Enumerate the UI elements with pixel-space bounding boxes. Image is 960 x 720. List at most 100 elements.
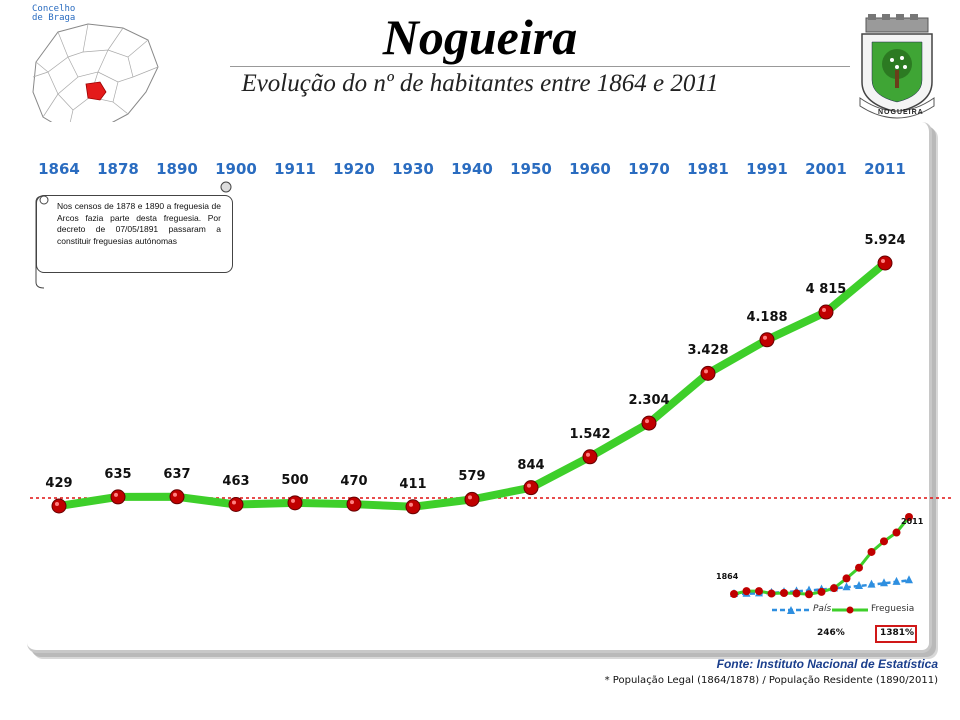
inset-freguesia-point-1970	[855, 563, 863, 572]
x-tick-label-1878: 1878	[97, 160, 139, 178]
concelho-label-line1: Concelho	[32, 4, 76, 14]
data-label-1940: 579	[458, 469, 486, 485]
inset-pais-point-1991	[880, 578, 888, 587]
inset-freguesia-point-1930	[805, 590, 813, 599]
inset-freguesia-point-2001	[892, 528, 901, 537]
data-label-1991: 4.188	[746, 309, 788, 325]
source-label: Fonte: Instituto Nacional de Estatística	[716, 657, 938, 671]
data-point-highlight-2011	[881, 259, 885, 263]
braga-municipality-map	[32, 23, 159, 133]
data-point-1950	[523, 480, 539, 496]
x-tick-label-1970: 1970	[628, 160, 670, 178]
x-tick-label-1920: 1920	[333, 160, 375, 178]
data-point-highlight-1920	[350, 500, 354, 505]
inset-pais-point-2011	[905, 575, 913, 584]
concelho-label-line2: de Braga	[32, 13, 76, 23]
x-tick-label-1890: 1890	[156, 160, 198, 178]
data-point-highlight-1970	[645, 419, 649, 424]
pais-change-label: 246%	[817, 628, 845, 638]
data-point-2001	[818, 304, 834, 320]
inset-freguesia-point-1981	[867, 547, 876, 556]
inset-freguesia-point-1890	[755, 587, 763, 596]
inset-pais-point-1960	[842, 582, 851, 591]
note-box	[36, 195, 233, 273]
scroll-top-curl-icon	[220, 181, 232, 193]
x-tick-label-1991: 1991	[746, 160, 788, 178]
data-label-1911: 500	[281, 472, 309, 488]
pais-series-line	[733, 579, 910, 596]
x-tick-label-2001: 2001	[805, 160, 847, 178]
inset-freguesia-point-1911	[780, 589, 788, 598]
data-label-2011: 5.924	[864, 233, 906, 248]
coat-of-arms-label: NOGUEIRA	[878, 109, 924, 116]
concelho-label: Concelho de Braga	[32, 5, 75, 23]
page-subtitle: Evolução do nº de habitantes entre 1864 …	[241, 70, 719, 97]
data-label-1878: 635	[104, 466, 132, 482]
data-point-highlight-1950	[527, 483, 531, 488]
x-tick-label-1950: 1950	[510, 160, 552, 178]
data-point-1864	[51, 498, 67, 514]
page-title: Nogueira	[382, 9, 578, 65]
freguesia-change-box	[875, 625, 917, 643]
data-label-1960: 1.542	[569, 426, 611, 442]
data-point-1970	[641, 415, 657, 431]
inset-start-label: 1864	[716, 572, 739, 581]
nogueira-highlight	[85, 81, 107, 101]
x-tick-label-1960: 1960	[569, 160, 611, 178]
data-point-1981	[700, 365, 716, 381]
data-point-1911	[287, 495, 303, 511]
data-point-highlight-1930	[409, 502, 413, 507]
inset-freguesia-point-1864	[730, 590, 738, 598]
data-point-1920	[346, 496, 362, 512]
data-point-2011	[877, 255, 893, 271]
inset-freguesia-point-1960	[842, 574, 851, 583]
inset-freguesia-point-1900	[767, 589, 776, 598]
data-label-1930: 411	[399, 476, 427, 492]
data-point-highlight-1960	[586, 452, 590, 457]
data-label-1981: 3.428	[687, 343, 729, 359]
data-label-1970: 2.304	[628, 393, 670, 409]
x-tick-label-2011: 2011	[864, 160, 906, 178]
data-point-highlight-1900	[232, 500, 236, 505]
coat-of-arms: NOGUEIRA	[852, 12, 942, 124]
x-tick-label-1911: 1911	[274, 160, 316, 178]
data-label-1900: 463	[222, 474, 250, 490]
data-point-highlight-1878	[114, 492, 118, 497]
legend-pais-marker	[787, 606, 795, 614]
data-point-1930	[405, 499, 421, 515]
freguesia-change-label: 1381%	[880, 628, 915, 638]
inset-freguesia-point-1991	[880, 537, 888, 546]
data-label-1864: 429	[45, 476, 73, 491]
inset-freguesia-point-2011	[905, 513, 913, 521]
legend-freguesia-label: Freguesia	[871, 604, 915, 614]
inset-pais-point-1981	[867, 579, 876, 588]
data-label-2001: 4 815	[805, 282, 847, 298]
inset-freguesia-point-1940	[817, 587, 826, 596]
footnote: * População Legal (1864/1878) / Populaçã…	[604, 675, 938, 686]
scroll-curl-icon	[35, 195, 49, 289]
data-point-highlight-2001	[822, 308, 826, 313]
x-tick-label-1981: 1981	[687, 160, 729, 178]
inset-freguesia-point-1920	[792, 589, 801, 598]
data-point-1991	[759, 332, 775, 348]
legend-freguesia-marker	[846, 606, 854, 614]
data-point-highlight-1940	[468, 495, 472, 500]
inset-pais-point-2001	[892, 576, 901, 585]
x-tick-label-1864: 1864	[38, 160, 80, 178]
note-text: Nos censos de 1878 e 1890 a freguesia de…	[57, 201, 221, 246]
inset-pais-point-1970	[855, 580, 863, 589]
x-tick-label-1930: 1930	[392, 160, 434, 178]
x-tick-label-1940: 1940	[451, 160, 493, 178]
data-point-1960	[582, 449, 598, 465]
data-point-highlight-1991	[763, 335, 767, 340]
data-point-highlight-1911	[291, 498, 295, 503]
coat-of-arms-icon	[859, 14, 935, 119]
data-point-highlight-1890	[173, 492, 177, 497]
data-label-1950: 844	[517, 457, 545, 473]
data-point-1878	[110, 489, 126, 505]
data-point-1940	[464, 491, 480, 507]
inset-end-label: 2011	[901, 517, 924, 526]
data-label-1920: 470	[340, 474, 368, 490]
